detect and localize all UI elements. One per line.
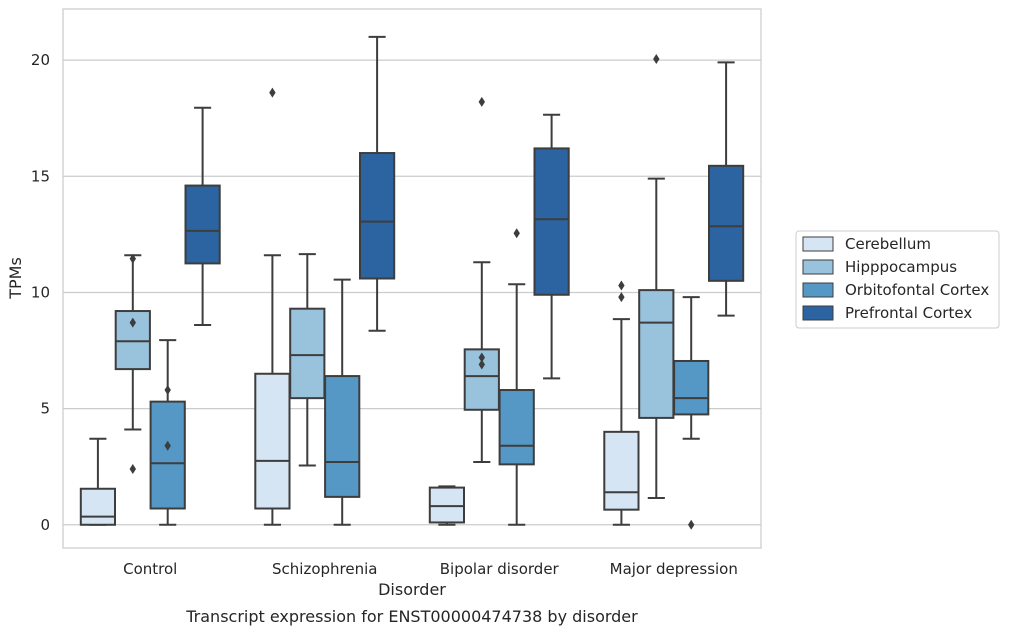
chart-caption: Transcript expression for ENST0000047473… <box>185 607 638 626</box>
x-tick-labels: Control Schizophrenia Bipolar disorder Majo… <box>123 560 738 578</box>
box-prefrontal-cortex <box>707 61 745 317</box>
box-hipppocampus <box>638 53 675 500</box>
outlier-point <box>513 228 520 239</box>
legend: Cerebellum Hipppocampus Orbitofontal Corte… <box>795 230 1000 329</box>
box-hipppocampus <box>114 253 151 475</box>
outlier-point <box>129 317 136 328</box>
box-orbitofontal-cortex <box>498 228 535 526</box>
outlier-point <box>653 53 660 64</box>
box-cerebellum <box>254 87 291 526</box>
y-tick-labels: 0 5 10 15 20 <box>31 51 50 534</box>
box-cerebellum <box>79 437 117 526</box>
outlier-point <box>478 96 485 107</box>
legend-swatch <box>802 236 834 252</box>
y-tick-label: 5 <box>40 400 50 418</box>
legend-frame <box>795 230 1000 329</box>
box-iqr <box>428 486 466 524</box>
legend-swatch <box>802 305 834 321</box>
legend-label: Hipppocampus <box>845 258 957 276</box>
legend-label: Prefrontal Cortex <box>845 304 972 322</box>
box-prefrontal-cortex <box>358 35 396 332</box>
outlier-point <box>164 440 171 451</box>
plot-frame <box>62 8 762 549</box>
outlier-point <box>618 292 625 303</box>
box-prefrontal-cortex <box>533 113 570 380</box>
y-tick-label: 10 <box>31 283 50 301</box>
box-iqr <box>638 289 675 419</box>
box-iqr <box>358 152 396 280</box>
legend-swatch <box>802 282 834 298</box>
y-tick-label: 0 <box>40 516 50 534</box>
legend-swatch <box>802 259 834 275</box>
outlier-point <box>129 253 136 264</box>
box-iqr <box>498 389 535 466</box>
outlier-point <box>269 87 276 98</box>
outlier-point <box>164 385 171 396</box>
y-tick-label: 15 <box>31 167 50 185</box>
box-iqr <box>184 184 221 265</box>
box-iqr <box>254 372 291 510</box>
box-iqr <box>533 147 570 296</box>
box-hipppocampus <box>463 96 500 464</box>
y-axis-label: TPMs <box>6 257 25 300</box>
x-tick-label: Bipolar disorder <box>440 560 560 578</box>
box-iqr <box>79 487 117 526</box>
box-series <box>79 35 745 530</box>
box-iqr <box>673 359 710 416</box>
box-iqr <box>324 375 361 498</box>
box-prefrontal-cortex <box>184 106 221 326</box>
x-tick-label: Major depression <box>610 560 738 578</box>
box-hipppocampus <box>289 253 326 467</box>
box-orbitofontal-cortex <box>324 278 361 526</box>
x-axis-label: Disorder <box>378 580 446 599</box>
x-tick-label: Control <box>123 560 177 578</box>
legend-label: Orbitofontal Cortex <box>845 281 989 299</box>
x-tick-label: Schizophrenia <box>272 560 377 578</box>
box-orbitofontal-cortex <box>149 339 186 526</box>
box-iqr <box>603 430 640 511</box>
box-iqr <box>707 164 745 282</box>
y-tick-label: 20 <box>31 51 50 69</box>
outlier-point <box>618 280 625 291</box>
outlier-point <box>688 519 695 530</box>
legend-label: Cerebellum <box>845 235 931 253</box>
box-iqr <box>149 400 186 510</box>
outlier-point <box>129 464 136 475</box>
box-cerebellum <box>428 485 466 526</box>
outlier-point <box>478 359 485 370</box>
box-iqr <box>289 307 326 400</box>
box-cerebellum <box>603 280 640 526</box>
box-orbitofontal-cortex <box>673 296 710 530</box>
outlier-point <box>478 352 485 363</box>
